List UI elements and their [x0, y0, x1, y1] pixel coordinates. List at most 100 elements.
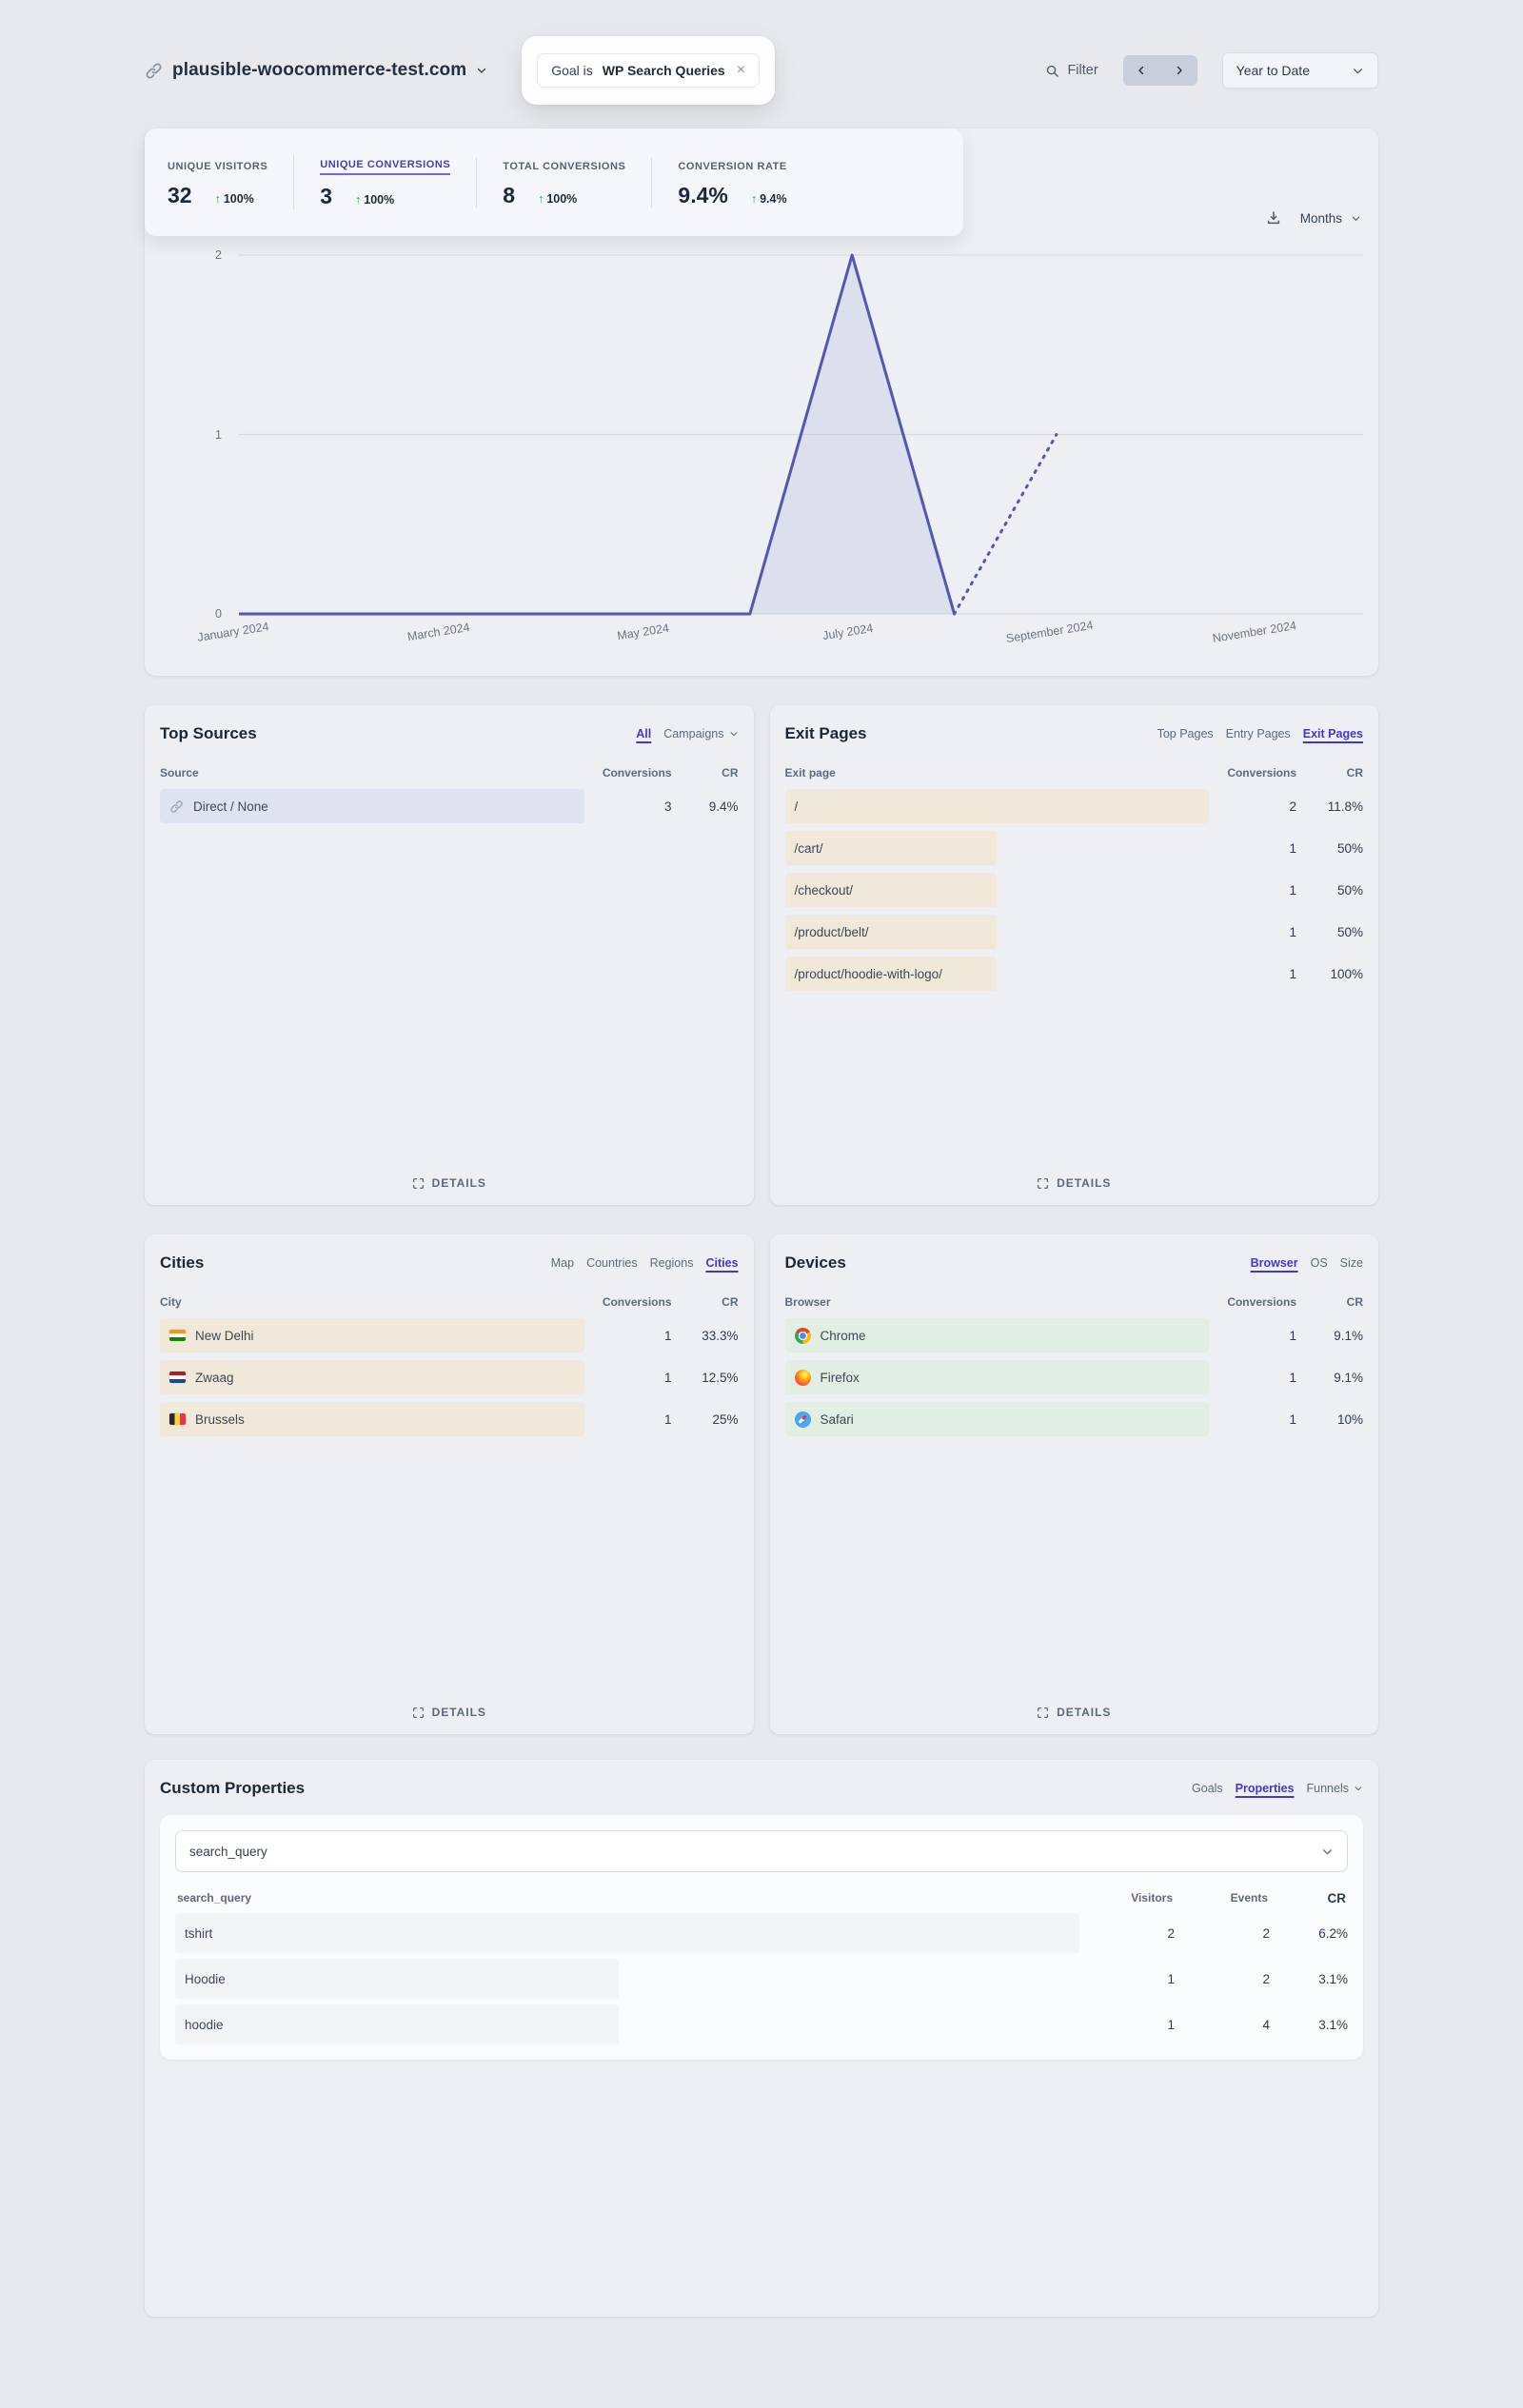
goal-filter-value: WP Search Queries	[602, 63, 725, 78]
chevron-down-icon	[476, 65, 487, 76]
visitors-chart-panel: UNIQUE VISITORS 32 ↑ 100% UNIQUE CONVERSI…	[145, 128, 1378, 676]
city-link[interactable]: Brussels	[160, 1402, 584, 1436]
panel-title: Exit Pages	[784, 724, 867, 742]
events-value: 2	[1262, 1971, 1270, 1986]
stat-unique-visitors[interactable]: UNIQUE VISITORS 32 ↑ 100%	[168, 157, 293, 208]
panel-title: Cities	[160, 1253, 205, 1272]
column-headers: City Conversions CR	[160, 1295, 739, 1309]
details-button[interactable]: DETAILS	[145, 1176, 754, 1190]
chevron-down-icon	[1352, 65, 1364, 77]
download-icon[interactable]	[1266, 210, 1281, 226]
tab-map[interactable]: Map	[550, 1256, 575, 1270]
tab-exit-pages[interactable]: Exit Pages	[1302, 727, 1363, 740]
browser-link[interactable]: Firefox	[785, 1360, 1210, 1394]
tab-os[interactable]: OS	[1310, 1256, 1328, 1270]
browser-link[interactable]: Chrome	[785, 1318, 1210, 1352]
tab-funnels[interactable]: Funnels	[1307, 1782, 1363, 1795]
expand-icon	[412, 1707, 424, 1718]
conversions-value: 1	[1289, 966, 1296, 981]
exit-pages-rows: / 2 11.8% /cart/ 1 50% /checko	[784, 789, 1363, 991]
table-row: Safari 1 10%	[784, 1402, 1363, 1436]
property-value-link[interactable]: tshirt	[185, 1925, 213, 1941]
tab-properties[interactable]: Properties	[1235, 1782, 1295, 1795]
chevron-left-icon[interactable]	[1136, 65, 1147, 76]
chevron-right-icon[interactable]	[1174, 65, 1185, 76]
property-value-link[interactable]: hoodie	[185, 2017, 224, 2032]
tab-regions[interactable]: Regions	[649, 1256, 694, 1270]
tab-goals[interactable]: Goals	[1192, 1782, 1223, 1795]
date-range-picker[interactable]: Year to Date	[1221, 52, 1378, 89]
stat-value: 9.4%	[678, 182, 728, 207]
conversions-value: 1	[1289, 924, 1296, 939]
page-link[interactable]: /product/belt/	[794, 924, 869, 939]
top-bar-right: Filter Year to Date	[1045, 52, 1378, 89]
locations-tabs: Map Countries Regions Cities	[551, 1256, 739, 1270]
stat-conversion-rate[interactable]: CONVERSION RATE 9.4% ↑ 9.4%	[651, 156, 812, 208]
table-row: hoodie 1 4 3.1%	[175, 2004, 1348, 2044]
page-link[interactable]: /product/hoodie-with-logo/	[794, 966, 942, 981]
search-icon	[1045, 64, 1059, 78]
top-sources-rows: Direct / None 3 9.4%	[160, 789, 739, 823]
cr-value: 9.4%	[708, 799, 739, 814]
row-bar	[160, 1318, 584, 1352]
exit-pages-panel: Exit Pages Top Pages Entry Pages Exit Pa…	[769, 705, 1379, 1205]
cr-value: 6.2%	[1318, 1925, 1348, 1941]
table-row: Brussels 1 25%	[160, 1402, 739, 1436]
properties-card: search_query search_query Visitors Event…	[160, 1815, 1363, 2060]
close-icon[interactable]: ×	[736, 62, 746, 78]
details-button[interactable]: DETAILS	[770, 1176, 1379, 1190]
interval-picker[interactable]: Months	[1300, 211, 1361, 226]
cr-value: 11.8%	[1327, 799, 1363, 814]
stat-change-badge: ↑ 100%	[355, 193, 395, 207]
goal-filter-pill[interactable]: Goal is WP Search Queries ×	[537, 53, 761, 88]
stat-unique-conversions[interactable]: UNIQUE CONVERSIONS 3 ↑ 100%	[293, 155, 476, 209]
filter-button[interactable]: Filter	[1045, 63, 1098, 78]
table-row: tshirt 2 2 6.2%	[175, 1913, 1348, 1953]
details-button[interactable]: DETAILS	[145, 1706, 754, 1719]
tab-entry-pages[interactable]: Entry Pages	[1225, 727, 1291, 740]
events-value: 2	[1262, 1925, 1270, 1941]
goal-filter-prefix: Goal is	[551, 63, 593, 78]
y-axis-tick: 0	[215, 607, 222, 621]
arrow-up-icon: ↑	[214, 191, 221, 206]
tab-browser[interactable]: Browser	[1250, 1256, 1298, 1270]
table-row: New Delhi 1 33.3%	[160, 1318, 739, 1352]
trend-line-chart	[239, 253, 1363, 616]
page-link[interactable]: /	[794, 799, 799, 814]
tab-campaigns[interactable]: Campaigns	[663, 727, 738, 740]
site-picker[interactable]: plausible-woocommerce-test.com	[145, 60, 487, 81]
page-link[interactable]: /checkout/	[794, 882, 854, 898]
page-link[interactable]: /cart/	[794, 840, 823, 856]
tab-size[interactable]: Size	[1339, 1256, 1363, 1270]
top-sources-panel: Top Sources All Campaigns Source Convers…	[145, 705, 754, 1205]
source-link[interactable]: Direct / None	[160, 789, 584, 823]
property-value-link[interactable]: Hoodie	[185, 1971, 226, 1986]
site-name: plausible-woocommerce-test.com	[172, 60, 467, 80]
row-bar	[175, 1913, 1079, 1953]
tab-all[interactable]: All	[636, 727, 652, 740]
city-link[interactable]: New Delhi	[160, 1318, 584, 1352]
details-button[interactable]: DETAILS	[770, 1706, 1379, 1719]
row-bar	[784, 1318, 1209, 1352]
cr-value: 33.3%	[702, 1328, 739, 1343]
conversions-value: 1	[663, 1370, 672, 1385]
x-axis-tick: May 2024	[616, 621, 671, 643]
tab-countries[interactable]: Countries	[586, 1256, 638, 1270]
x-axis-tick: November 2024	[1211, 619, 1297, 645]
panel-title: Custom Properties	[160, 1779, 306, 1797]
tab-cities[interactable]: Cities	[705, 1256, 739, 1270]
property-select[interactable]: search_query	[175, 1830, 1348, 1872]
stat-total-conversions[interactable]: TOTAL CONVERSIONS 8 ↑ 100%	[476, 156, 651, 208]
city-link[interactable]: Zwaag	[160, 1360, 584, 1394]
stat-value: 8	[503, 182, 516, 207]
tab-top-pages[interactable]: Top Pages	[1157, 727, 1214, 740]
trend-chart[interactable]: 2 1 0 January 2024 March 2024 May 2024 July 2…	[196, 248, 1363, 645]
row-bar	[175, 1959, 619, 1999]
table-row: Zwaag 1 12.5%	[160, 1360, 739, 1394]
devices-rows: Chrome 1 9.1% Firefox 1 9.1%	[784, 1318, 1363, 1436]
chevron-down-icon	[1351, 213, 1361, 224]
x-axis: January 2024 March 2024 May 2024 July 2024 S…	[196, 619, 1363, 665]
panel-title: Devices	[784, 1253, 846, 1272]
safari-icon	[794, 1411, 811, 1428]
browser-link[interactable]: Safari	[785, 1402, 1210, 1436]
